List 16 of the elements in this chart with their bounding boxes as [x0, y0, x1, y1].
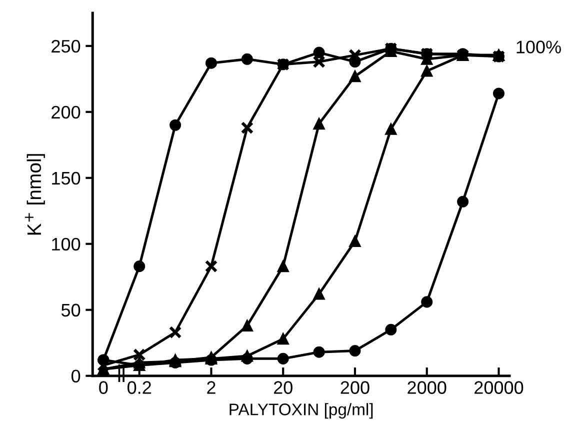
x-tick-label: 0.2 — [128, 381, 152, 394]
y-tick-label: 100 — [52, 238, 80, 251]
y-tick-label: 0 — [72, 370, 80, 383]
x-tick-label: 20 — [274, 381, 292, 394]
y-tick-label: 250 — [52, 40, 80, 53]
x-tick-label: 200 — [340, 381, 370, 394]
x-tick-label: 2 — [207, 381, 216, 394]
x-tick-label: 0 — [99, 381, 108, 394]
y-tick-label: 150 — [52, 172, 80, 185]
y-tick-label: 50 — [61, 304, 80, 317]
x-tick-label: 2000 — [408, 381, 446, 394]
y-axis-title: K$^{+}$ [nmol] — [24, 154, 45, 235]
annotation: 100% — [516, 40, 561, 54]
x-axis-title: PALYTOXIN [pg/ml] — [230, 403, 373, 419]
y-tick-label: 200 — [52, 106, 80, 119]
x-tick-label: 20000 — [474, 381, 524, 394]
